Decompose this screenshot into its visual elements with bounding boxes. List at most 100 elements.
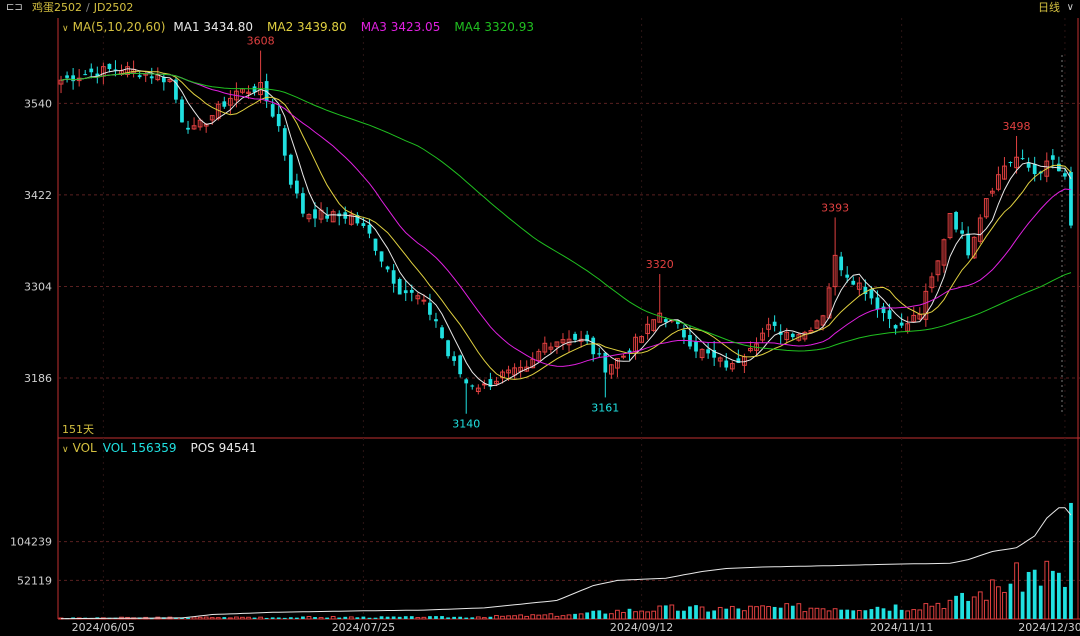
candle-body	[222, 101, 227, 107]
volume-bar	[869, 609, 874, 619]
candle-body	[409, 289, 414, 293]
volume-bar	[808, 607, 814, 620]
candle-body	[585, 334, 590, 342]
volume-bar	[452, 616, 456, 619]
volume-bar	[899, 609, 904, 619]
volume-bar	[1008, 583, 1013, 619]
candle-body	[996, 174, 1001, 190]
candle-body	[796, 334, 802, 341]
candle-body	[403, 290, 408, 294]
candle-body	[706, 349, 710, 354]
volume-legend: ∨ VOL VOL 156359 POS 94541	[62, 441, 261, 457]
volume-bar	[440, 616, 444, 619]
candle-body	[639, 336, 644, 343]
dash-icon[interactable]: ⊏⊐	[6, 2, 23, 13]
volume-bar	[911, 609, 917, 620]
candle-body	[1069, 172, 1073, 226]
volume-bar	[1014, 562, 1019, 620]
candle-body	[276, 114, 281, 127]
candle-body	[554, 341, 560, 348]
volume-bar	[379, 616, 384, 619]
volume-bar	[712, 610, 717, 619]
volume-bar	[947, 599, 953, 620]
volume-bar	[706, 611, 710, 619]
candle-body	[373, 238, 378, 251]
volume-bar	[475, 616, 481, 620]
volume-bar	[1020, 591, 1025, 619]
candle-body	[621, 355, 626, 358]
candle-body	[385, 266, 390, 270]
candle-body	[107, 63, 112, 70]
candle-body	[615, 357, 620, 369]
instrument-title[interactable]: 鸡蛋2502 /JD2502	[32, 0, 133, 16]
volume-bar	[826, 610, 832, 620]
volume-bar	[856, 610, 862, 620]
volume-bar	[252, 617, 257, 619]
candle-body	[839, 256, 844, 271]
volume-bar	[971, 596, 977, 620]
volume-bar	[227, 617, 233, 620]
volume-bar	[935, 602, 941, 620]
candle-body	[464, 379, 469, 384]
candle-body	[186, 127, 190, 130]
candle-body	[899, 322, 904, 326]
candle-body	[428, 302, 432, 315]
volume-bar	[270, 617, 275, 619]
volume-bar	[1038, 585, 1043, 619]
candle-body	[440, 327, 444, 339]
pos-value: POS 94541	[190, 441, 257, 455]
volume-bar	[542, 614, 548, 620]
candle-body	[125, 66, 130, 75]
volume-bar	[203, 616, 209, 620]
volume-bar	[814, 607, 820, 620]
volume-bar	[669, 604, 675, 620]
volume-bar	[778, 607, 783, 619]
candle-body	[608, 364, 614, 375]
volume-bar	[748, 605, 753, 620]
period-selector[interactable]: 日线	[1038, 1, 1060, 14]
candle-body	[748, 347, 753, 352]
volume-bar	[676, 610, 680, 619]
candle-body	[875, 297, 880, 310]
candle-body	[458, 355, 463, 375]
volume-bar	[197, 616, 203, 620]
volume-bar	[464, 617, 469, 619]
candle-body	[603, 352, 608, 373]
volume-bar	[682, 610, 686, 619]
volume-bar	[639, 610, 644, 620]
ma-line-ma1	[60, 68, 1072, 387]
price-tick-label: 3422	[24, 189, 52, 202]
candle-body	[161, 77, 166, 83]
volume-bar	[802, 611, 808, 620]
title-bar: ⊏⊐ 鸡蛋2502 /JD2502 日线 ∨	[0, 0, 1080, 16]
volume-bar	[688, 606, 692, 619]
candle-body	[288, 154, 293, 185]
price-legend: ∨ MA(5,10,20,60) MA1 3434.80 MA2 3439.80 MA3…	[62, 20, 538, 36]
volume-bar	[954, 595, 958, 619]
volume-bar	[724, 608, 729, 619]
extreme-label: 3140	[452, 418, 480, 431]
volume-bar	[633, 611, 638, 620]
candle-body	[252, 86, 257, 93]
volume-bar	[1057, 572, 1061, 619]
volume-bar	[174, 617, 178, 619]
volume-bar	[754, 606, 759, 620]
day-count: 151天	[62, 423, 94, 436]
chevron-down-icon[interactable]: ∨	[1066, 2, 1074, 13]
volume-bar	[403, 616, 408, 619]
legend-chevron-icon[interactable]: ∨	[62, 24, 69, 34]
candle-body	[512, 367, 517, 376]
candle-body	[1008, 162, 1013, 164]
volume-bar	[222, 617, 227, 619]
volume-bar	[657, 605, 663, 620]
price-tick-label: 3186	[24, 372, 52, 385]
volume-bar	[573, 613, 577, 619]
candle-body	[784, 331, 790, 341]
volume-bar	[458, 616, 463, 619]
candle-body	[760, 332, 765, 341]
candle-body	[397, 279, 402, 295]
volume-bar	[258, 616, 263, 620]
price-tick-label: 3304	[24, 280, 52, 293]
legend-chevron-icon[interactable]: ∨	[62, 445, 69, 455]
